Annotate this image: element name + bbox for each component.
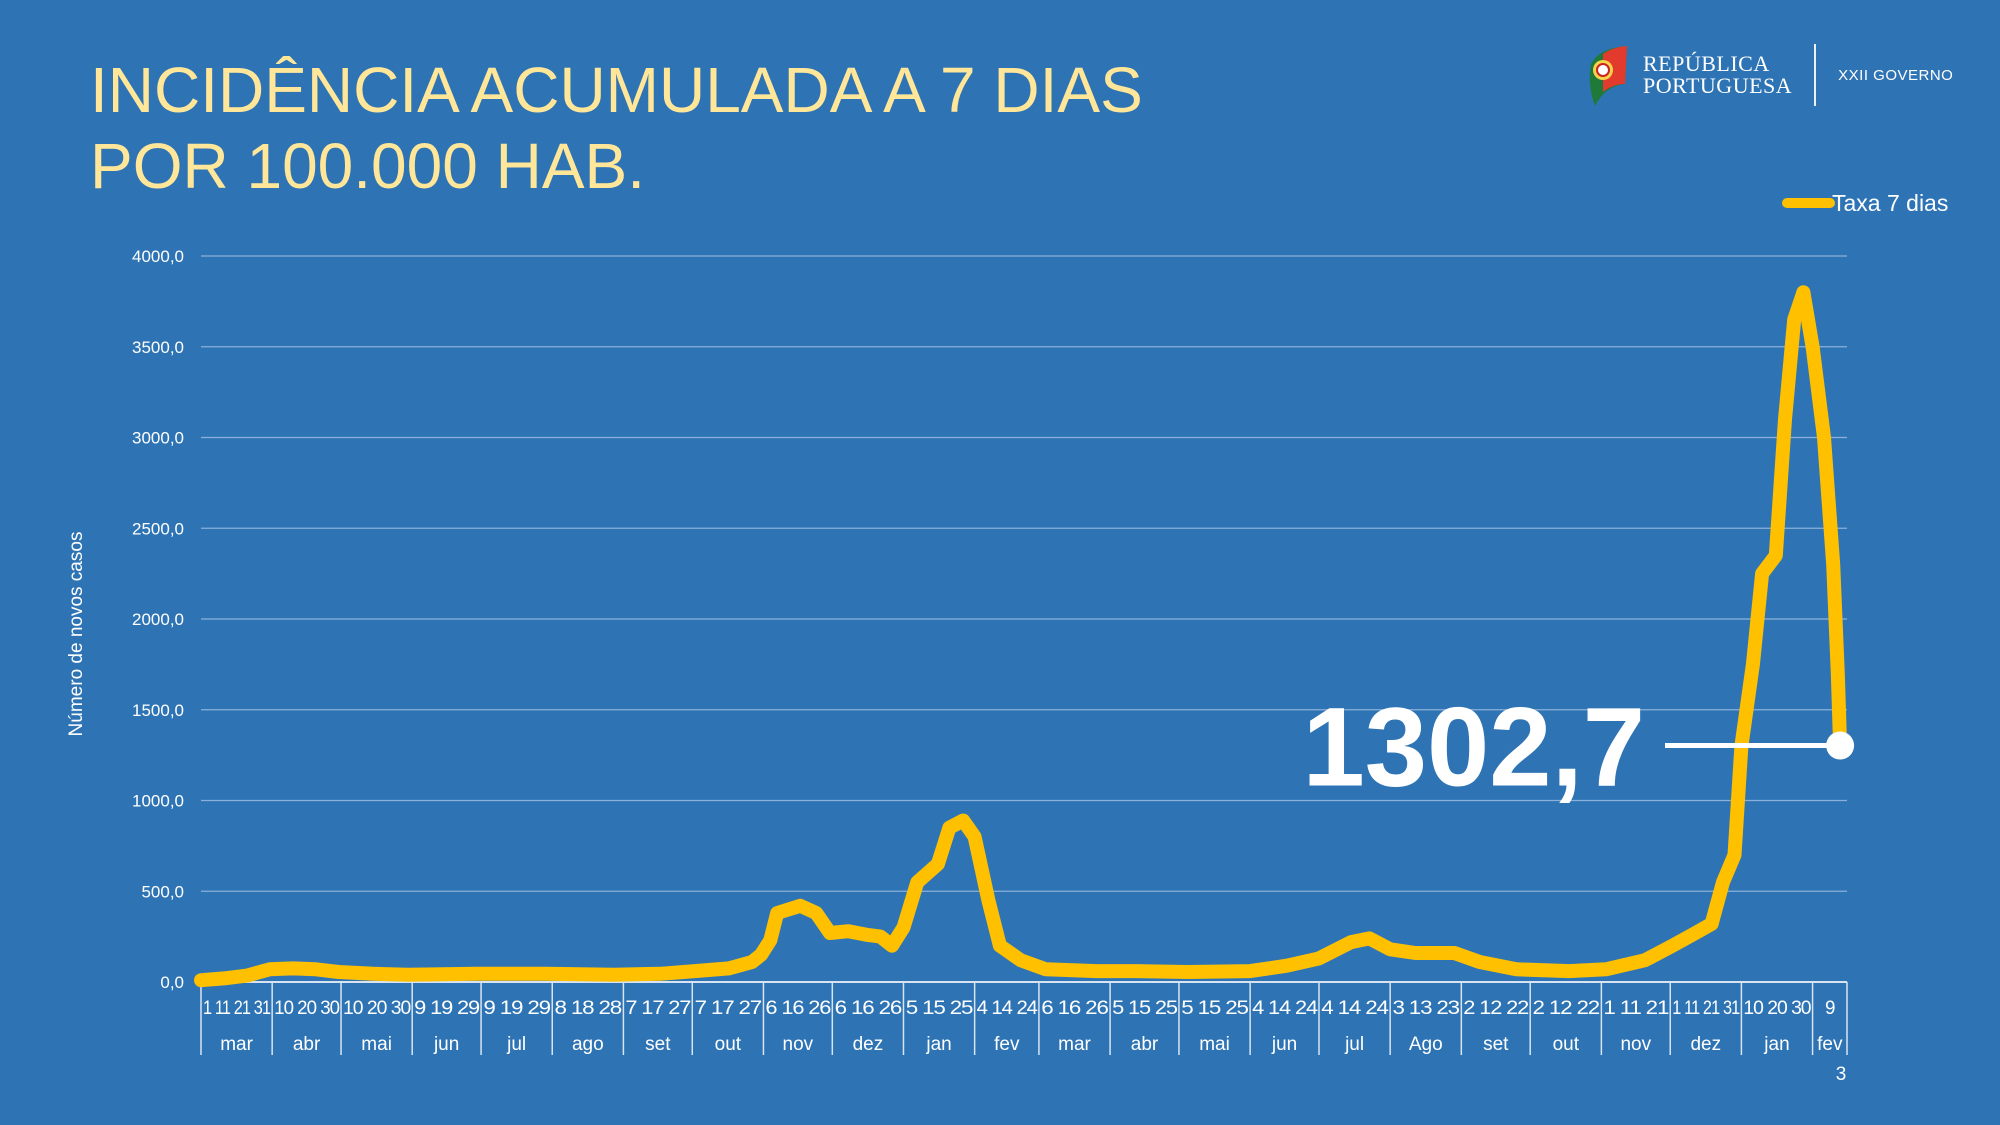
x-tick-month-label: mar: [1058, 1034, 1091, 1055]
x-tick-day-labels: 10 20 30: [274, 998, 339, 1019]
x-tick-month-label: mai: [361, 1034, 392, 1055]
x-tick-month-label: jan: [1763, 1034, 1789, 1055]
x-tick-day-labels: 8 18 28: [555, 998, 622, 1019]
x-tick-day-labels: 4 14 24: [1252, 998, 1319, 1019]
x-tick-day-labels: 5 15 25: [1112, 998, 1177, 1019]
logo-line-2: PORTUGUESA: [1643, 73, 1793, 98]
x-tick-day-labels: 7 17 27: [625, 998, 690, 1019]
x-tick-month-label: ago: [572, 1034, 604, 1055]
x-tick-month-label: dez: [853, 1034, 884, 1055]
x-tick-month-label: jul: [1344, 1034, 1364, 1055]
x-tick-month-label: fev: [1817, 1034, 1843, 1055]
page-number: 3: [1836, 1064, 1847, 1085]
x-tick-day-labels: 4 14 24: [1321, 998, 1389, 1019]
x-tick-day-labels: 6 16 26: [1041, 998, 1108, 1019]
x-tick-month-label: jun: [433, 1034, 459, 1055]
x-tick-day-labels: 4 14 24: [977, 998, 1039, 1019]
y-tick-label: 1000,0: [132, 792, 184, 811]
legend-label: Taxa 7 dias: [1832, 190, 1948, 216]
x-tick-day-labels: 10 20 30: [343, 998, 411, 1019]
x-tick-day-labels: 1 11 21: [1603, 998, 1668, 1019]
y-tick-label: 3500,0: [132, 338, 184, 357]
portugal-flag-icon: [1589, 46, 1627, 106]
x-tick-day-labels: 5 15 25: [906, 998, 973, 1019]
x-tick-month-label: jun: [1271, 1034, 1297, 1055]
logo-text: REPÚBLICA PORTUGUESA: [1643, 53, 1792, 97]
x-tick-day-labels: 2 12 22: [1533, 998, 1600, 1019]
x-tick-day-labels: 6 16 26: [835, 998, 902, 1019]
title-line-2: POR 100.000 HAB.: [90, 130, 645, 202]
y-tick-label: 4000,0: [132, 247, 184, 266]
y-tick-label: 3000,0: [132, 429, 184, 448]
x-tick-month-label: nov: [1620, 1034, 1651, 1055]
y-tick-label: 2000,0: [132, 610, 184, 629]
x-tick-month-label: set: [1483, 1034, 1509, 1055]
y-axis-title: Número de novos casos: [66, 532, 87, 737]
annotation-value: 1302,7: [1302, 685, 1645, 810]
x-tick-day-labels: 1 11 21 31: [1672, 998, 1740, 1019]
x-tick-day-labels: 9 19 29: [414, 998, 479, 1019]
y-tick-label: 500,0: [141, 882, 184, 901]
x-tick-day-labels: 9: [1825, 998, 1835, 1019]
x-tick-day-labels: 6 16 26: [765, 998, 830, 1019]
series-line-taxa-7-dias: [194, 285, 1848, 988]
x-tick-day-labels: 9 19 29: [483, 998, 550, 1019]
x-tick-month-label: out: [1553, 1034, 1580, 1055]
x-tick-month-label: abr: [293, 1034, 321, 1055]
x-tick-month-label: jul: [506, 1034, 526, 1055]
government-logo: REPÚBLICA PORTUGUESA XXII GOVERNO: [1585, 40, 1953, 110]
government-label: XXII GOVERNO: [1838, 66, 1954, 84]
x-tick-month-label: mai: [1199, 1034, 1230, 1055]
x-tick-month-label: mar: [220, 1034, 253, 1055]
x-tick-day-labels: 2 12 22: [1463, 998, 1528, 1019]
x-tick-day-labels: 5 15 25: [1181, 998, 1248, 1019]
x-tick-month-label: set: [645, 1034, 671, 1055]
logo-line-1: REPÚBLICA: [1643, 51, 1770, 76]
x-tick-month-label: nov: [783, 1034, 814, 1055]
logo-divider: [1814, 44, 1817, 106]
x-tick-month-label: out: [715, 1034, 742, 1055]
y-tick-label: 0,0: [160, 973, 184, 992]
x-tick-month-label: jan: [925, 1034, 951, 1055]
x-tick-day-labels: 10 20 30: [1743, 998, 1811, 1019]
x-tick-month-label: Ago: [1409, 1034, 1443, 1055]
annotation-marker: [1826, 731, 1855, 760]
y-tick-label: 1500,0: [132, 701, 184, 720]
x-tick-day-labels: 3 13 23: [1392, 998, 1459, 1019]
x-tick-month-label: fev: [994, 1034, 1020, 1055]
chart-title: INCIDÊNCIA ACUMULADA A 7 DIAS POR 100.00…: [90, 52, 1143, 204]
x-tick-day-labels: 1 11 21 31: [203, 998, 271, 1019]
x-tick-month-label: abr: [1131, 1034, 1159, 1055]
y-tick-label: 2500,0: [132, 519, 184, 538]
title-line-1: INCIDÊNCIA ACUMULADA A 7 DIAS: [90, 54, 1143, 126]
x-tick-day-labels: 7 17 27: [695, 998, 762, 1019]
x-tick-month-label: dez: [1690, 1034, 1721, 1055]
